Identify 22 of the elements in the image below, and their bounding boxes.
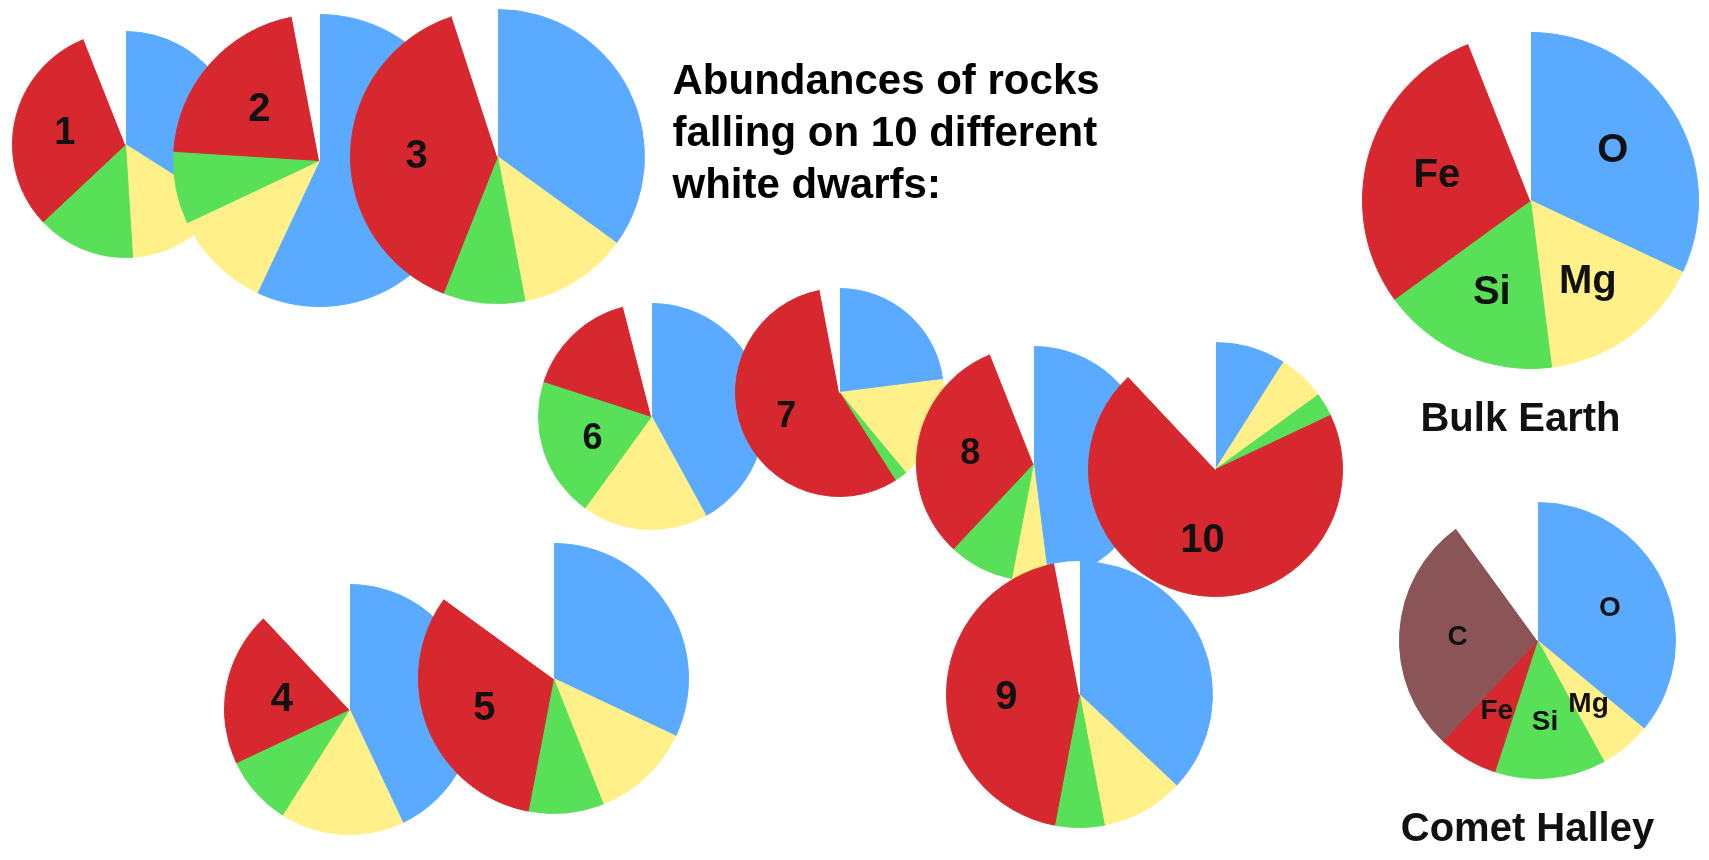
slice-label: Fe [1413, 151, 1461, 196]
slice-label: Si [1472, 267, 1511, 312]
text: Comet Halley [1400, 804, 1655, 849]
slice-label: C [1447, 619, 1468, 651]
slice-label: Fe [1480, 693, 1514, 725]
text: 9 [995, 672, 1018, 717]
text: 8 [960, 431, 981, 473]
text: 7 [776, 393, 797, 435]
text: Bulk Earth [1420, 394, 1621, 439]
text: 6 [582, 415, 603, 457]
slice-label: Mg [1568, 686, 1609, 718]
text: 2 [248, 85, 271, 130]
slice-label: Mg [1558, 257, 1617, 302]
slice-label: Si [1531, 704, 1559, 736]
text: 1 [54, 110, 76, 153]
text: Abundances of rocks falling on 10 different white dwarfs: [671, 55, 1100, 207]
text: 10 [1180, 516, 1225, 561]
text: 4 [270, 674, 294, 719]
text: 3 [405, 131, 428, 176]
slice-label: O [1599, 590, 1621, 622]
slice-label: O [1597, 126, 1629, 171]
text: 5 [473, 683, 496, 728]
